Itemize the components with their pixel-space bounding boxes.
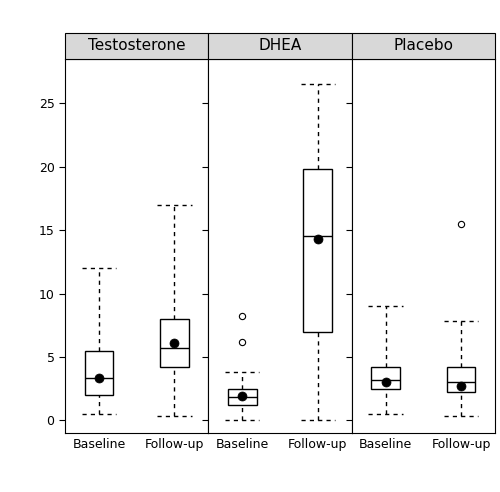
Bar xyxy=(446,367,476,393)
Bar xyxy=(160,319,188,367)
Bar xyxy=(304,169,332,332)
Bar xyxy=(352,33,495,59)
Bar xyxy=(65,33,208,59)
Text: DHEA: DHEA xyxy=(258,38,302,54)
Text: Placebo: Placebo xyxy=(394,38,454,54)
Bar xyxy=(228,389,256,405)
Bar xyxy=(372,367,400,389)
Bar xyxy=(208,33,352,59)
Bar xyxy=(84,351,114,395)
Text: Testosterone: Testosterone xyxy=(88,38,186,54)
